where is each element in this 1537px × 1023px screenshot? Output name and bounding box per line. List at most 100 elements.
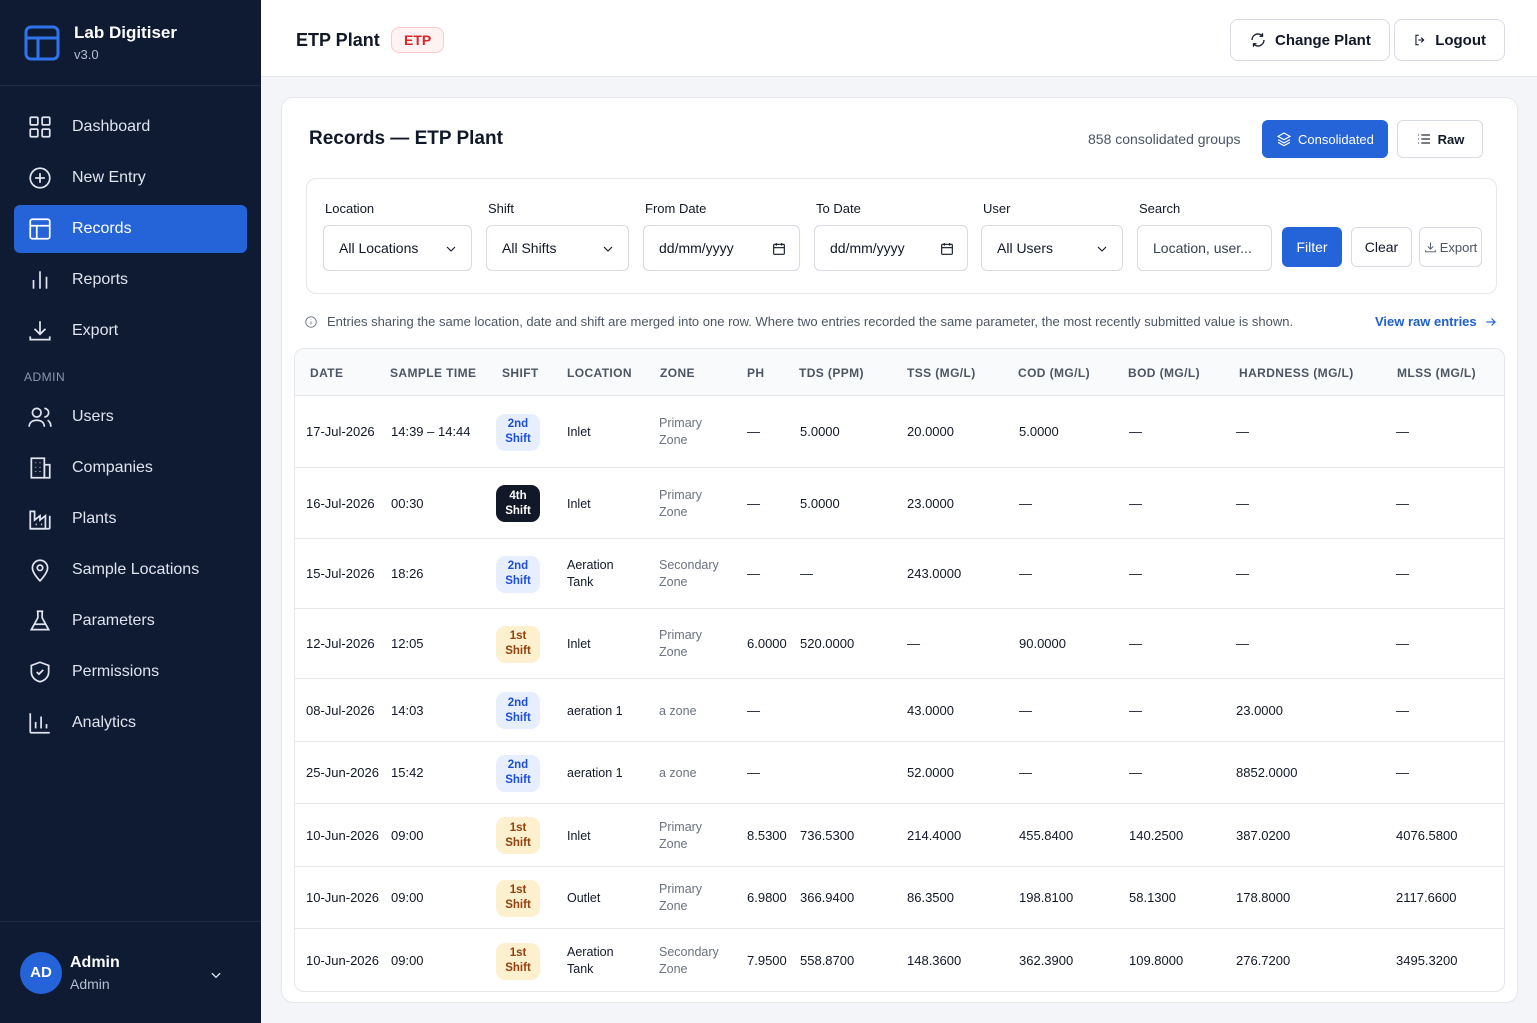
shift-badge-line: 2nd xyxy=(507,696,529,709)
change-plant-button[interactable]: Change Plant xyxy=(1230,19,1390,61)
col-date[interactable]: DATE xyxy=(310,366,344,380)
col-tds[interactable]: TDS (PPM) xyxy=(799,366,864,380)
table-row[interactable]: 17-Jul-2026 14:39 – 14:44 2nd Shift Inlet Pri… xyxy=(295,396,1504,468)
cell-tds: 520.0000 xyxy=(800,636,855,651)
shift-badge-line: 2nd xyxy=(507,560,529,572)
col-zone[interactable]: ZONE xyxy=(660,366,695,380)
cell-sample-time: 14:03 xyxy=(391,702,424,718)
chevron-down-icon[interactable] xyxy=(209,968,223,982)
col-ph[interactable]: PH xyxy=(747,366,765,380)
shift-badge-line: Shift xyxy=(505,433,531,445)
shift-badge: 2nd Shift xyxy=(496,413,540,451)
nav-item-records[interactable]: Records xyxy=(14,205,247,253)
users-icon xyxy=(26,403,54,431)
location-select[interactable]: All Locations xyxy=(323,225,472,271)
cell-bod: 58.1300 xyxy=(1129,890,1176,905)
cell-hardness: — xyxy=(1236,495,1249,511)
cell-cod: 198.8100 xyxy=(1019,890,1074,905)
nav-item-sample-locations[interactable]: Sample Locations xyxy=(14,546,247,594)
col-hardness[interactable]: HARDNESS (MG/L) xyxy=(1239,366,1354,380)
nav-item-users[interactable]: Users xyxy=(14,393,247,441)
cell-cod: — xyxy=(1019,765,1032,780)
cell-hardness: — xyxy=(1236,566,1249,581)
calendar-icon[interactable] xyxy=(939,241,955,257)
cell-bod: — xyxy=(1129,566,1142,581)
cell-sample-time: 09:00 xyxy=(391,953,424,968)
building-icon xyxy=(26,454,54,482)
col-sample-time[interactable]: SAMPLE TIME xyxy=(390,366,477,380)
clear-button[interactable]: Clear xyxy=(1351,227,1412,267)
calendar-icon[interactable] xyxy=(771,241,787,257)
cell-hardness: 8852.0000 xyxy=(1236,765,1298,780)
col-shift[interactable]: SHIFT xyxy=(502,366,539,380)
cell-zone-line: Zone xyxy=(659,645,688,659)
table-row[interactable]: 15-Jul-2026 18:26 2nd Shift Aeration Tank Seco… xyxy=(295,539,1504,609)
cell-bod: 140.2500 xyxy=(1129,827,1184,843)
cell-cod: 455.8400 xyxy=(1019,827,1074,843)
table-row[interactable]: 25-Jun-2026 15:42 2nd Shift aeration 1 a zone… xyxy=(295,742,1504,804)
table-row[interactable]: 16-Jul-2026 00:30 4th Shift Inlet Primary Zone… xyxy=(295,468,1504,539)
shift-badge-line: 1st xyxy=(509,821,527,834)
col-location[interactable]: LOCATION xyxy=(567,366,632,380)
from-date-input[interactable]: dd/mm/yyyy xyxy=(643,225,800,271)
export-button[interactable]: Export xyxy=(1419,227,1482,267)
arrow-right-icon xyxy=(1485,317,1496,326)
view-raw-link[interactable]: View raw entries xyxy=(1375,314,1498,329)
user-label: User xyxy=(983,201,1011,216)
cell-date: 17-Jul-2026 xyxy=(306,424,375,439)
cell-date: 12-Jul-2026 xyxy=(306,636,375,651)
raw-toggle[interactable]: Raw xyxy=(1397,120,1483,158)
consolidated-toggle[interactable]: Consolidated xyxy=(1262,120,1388,158)
shift-select[interactable]: All Shifts xyxy=(486,225,629,271)
to-date-input[interactable]: dd/mm/yyyy xyxy=(814,225,968,271)
logout-button[interactable]: Logout xyxy=(1394,19,1505,61)
nav-item-plants[interactable]: Plants xyxy=(14,495,247,543)
search-label: Search xyxy=(1139,201,1181,216)
to-date-value: dd/mm/yyyy xyxy=(830,240,905,256)
col-tss[interactable]: TSS (MG/L) xyxy=(907,366,976,380)
shift-badge-line: 1st xyxy=(509,947,527,959)
cell-zone: Secondary Zone xyxy=(659,944,719,978)
nav-label: Dashboard xyxy=(72,118,151,135)
cell-location: Aeration Tank xyxy=(567,944,614,978)
col-mlss[interactable]: MLSS (MG/L) xyxy=(1397,366,1477,380)
nav-item-analytics[interactable]: Analytics xyxy=(14,699,247,747)
nav-item-export[interactable]: Export xyxy=(14,307,247,355)
nav-item-dashboard[interactable]: Dashboard xyxy=(14,103,247,151)
table-row[interactable]: 10-Jun-2026 09:00 1st Shift Aeration Tank Seco… xyxy=(295,929,1504,991)
nav-item-reports[interactable]: Reports xyxy=(14,256,247,304)
cell-hardness: 276.7200 xyxy=(1236,953,1291,968)
user-select[interactable]: All Users xyxy=(981,225,1123,271)
cell-bod: — xyxy=(1129,495,1142,511)
nav-item-companies[interactable]: Companies xyxy=(14,444,247,492)
col-cod[interactable]: COD (MG/L) xyxy=(1018,366,1090,380)
nav-item-parameters[interactable]: Parameters xyxy=(14,597,247,645)
cell-zone: Secondary Zone xyxy=(659,557,719,591)
top-bar: ETP Plant ETP Change Plant Logout xyxy=(261,0,1537,77)
cell-sample-time: 18:26 xyxy=(391,566,424,581)
cell-date: 08-Jul-2026 xyxy=(306,702,375,718)
cell-mlss: — xyxy=(1396,566,1409,581)
filter-button[interactable]: Filter xyxy=(1282,227,1342,267)
layers-icon xyxy=(1276,132,1292,147)
table-row[interactable]: 10-Jun-2026 09:00 1st Shift Inlet Primary Zone… xyxy=(295,804,1504,867)
nav-item-new-entry[interactable]: New Entry xyxy=(14,154,247,202)
col-bod[interactable]: BOD (MG/L) xyxy=(1128,366,1200,380)
shift-badge-line: 1st xyxy=(509,884,527,896)
main-nav: Dashboard New Entry Records Reports Expo… xyxy=(0,86,261,747)
cell-sample-time: 09:00 xyxy=(391,827,424,843)
shift-badge-line: Shift xyxy=(505,711,531,724)
cell-ph: — xyxy=(747,566,760,581)
table-row[interactable]: 08-Jul-2026 14:03 2nd Shift aeration 1 a zone… xyxy=(295,679,1504,742)
shift-badge-line: Shift xyxy=(505,836,531,849)
user-menu[interactable]: AD Admin Admin xyxy=(0,921,261,1023)
nav-item-permissions[interactable]: Permissions xyxy=(14,648,247,696)
cell-sample-time: 00:30 xyxy=(391,495,424,511)
search-input[interactable]: Location, user... xyxy=(1137,225,1272,271)
cell-tss: 86.3500 xyxy=(907,890,954,905)
table-row[interactable]: 12-Jul-2026 12:05 1st Shift Inlet Primary Zone… xyxy=(295,609,1504,679)
cell-zone: Primary Zone xyxy=(659,819,702,853)
factory-icon xyxy=(26,505,54,533)
chevron-down-icon xyxy=(603,246,613,252)
table-row[interactable]: 10-Jun-2026 09:00 1st Shift Outlet Primary Zon… xyxy=(295,867,1504,929)
